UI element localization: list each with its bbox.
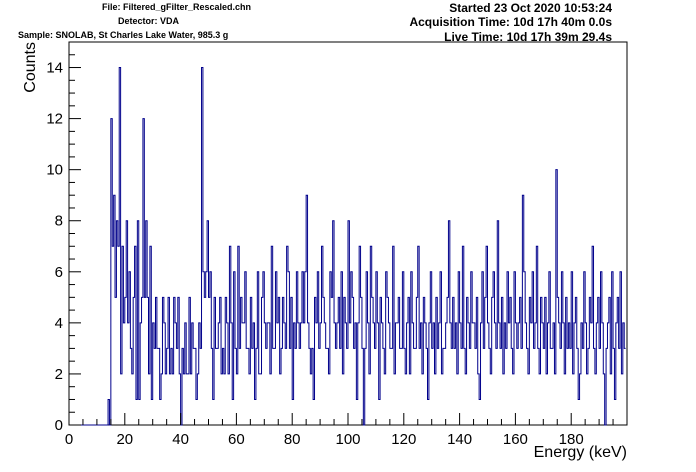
x-tick-label: 180 [559, 431, 584, 448]
x-tick-label: 20 [116, 431, 133, 448]
x-tick-label: 120 [391, 431, 416, 448]
x-tick-label: 160 [503, 431, 528, 448]
x-tick-label: 80 [284, 431, 301, 448]
y-tick-label: 2 [55, 366, 63, 383]
x-axis-title: Energy (keV) [534, 444, 627, 461]
y-tick-label: 14 [46, 60, 63, 77]
detector-label: Detector: VDA [118, 16, 180, 26]
y-tick-label: 8 [55, 213, 63, 230]
y-axis-title: Counts [22, 42, 39, 93]
x-tick-label: 140 [447, 431, 472, 448]
y-tick-label: 12 [46, 111, 63, 128]
file-label: File: Filtered_gFilter_Rescaled.chn [102, 2, 252, 12]
y-tick-label: 4 [55, 315, 63, 332]
x-tick-label: 40 [172, 431, 189, 448]
x-tick-label: 60 [228, 431, 245, 448]
y-tick-label: 0 [55, 417, 63, 434]
x-tick-label: 100 [335, 431, 360, 448]
acquisition-time-label: Acquisition Time: 10d 17h 40m 0.0s [409, 15, 612, 29]
y-tick-label: 6 [55, 264, 63, 281]
live-time-label: Live Time: 10d 17h 39m 29.4s [444, 30, 612, 44]
histogram-line [69, 67, 626, 426]
started-label: Started 23 Oct 2020 10:53:24 [449, 1, 612, 15]
y-tick-label: 10 [46, 162, 63, 179]
x-tick-label: 0 [65, 431, 73, 448]
sample-label: Sample: SNOLAB, St Charles Lake Water, 9… [18, 30, 229, 40]
